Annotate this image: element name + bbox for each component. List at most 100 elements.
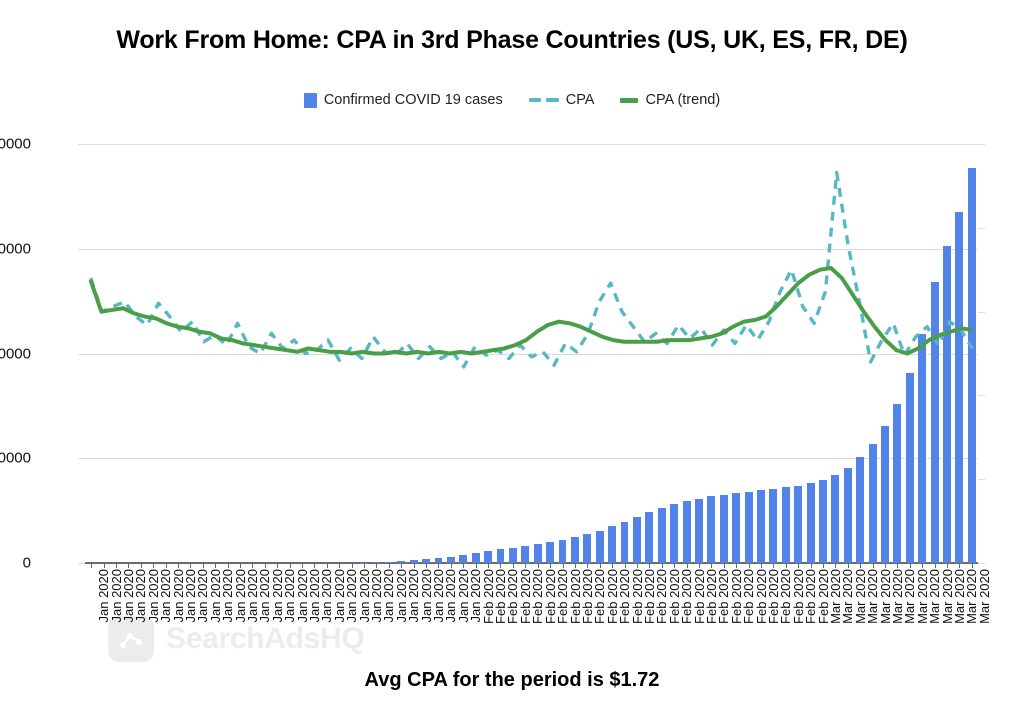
- x-axis-line: [85, 562, 978, 564]
- bar[interactable]: [422, 559, 431, 563]
- bar[interactable]: [856, 457, 865, 563]
- x-tick-mark: [897, 563, 899, 568]
- bar[interactable]: [645, 512, 654, 563]
- x-tick-mark: [612, 563, 614, 568]
- y-tick-mark: [78, 353, 85, 355]
- bar[interactable]: [372, 562, 381, 563]
- legend-item-cpa[interactable]: CPA: [528, 92, 594, 108]
- bar[interactable]: [682, 501, 691, 563]
- x-tick-mark: [760, 563, 762, 568]
- bar[interactable]: [881, 425, 889, 563]
- bar[interactable]: [893, 403, 902, 563]
- bar[interactable]: [570, 537, 579, 563]
- bar[interactable]: [384, 561, 393, 563]
- bar[interactable]: [546, 542, 555, 563]
- bar[interactable]: [843, 467, 852, 563]
- bar[interactable]: [694, 498, 703, 563]
- y-tick-mark: [78, 563, 85, 564]
- y2-tick-mark: [978, 479, 985, 481]
- y-axis-tick-label-left: 300000: [0, 240, 31, 258]
- bar[interactable]: [533, 543, 542, 563]
- bar[interactable]: [769, 488, 778, 563]
- bar[interactable]: [732, 493, 741, 563]
- bar[interactable]: [943, 245, 951, 563]
- x-tick-mark: [153, 563, 155, 568]
- x-tick-mark: [934, 563, 936, 568]
- x-tick-mark: [562, 563, 564, 568]
- bar[interactable]: [967, 168, 976, 563]
- bar[interactable]: [781, 487, 790, 563]
- x-tick-mark: [550, 563, 552, 568]
- bar[interactable]: [620, 521, 629, 563]
- footer-note: Avg CPA for the period is $1.72: [364, 669, 660, 691]
- x-tick-mark: [227, 563, 229, 568]
- bar[interactable]: [930, 282, 939, 563]
- legend-label: Confirmed COVID 19 cases: [323, 92, 503, 108]
- bar[interactable]: [670, 504, 679, 563]
- x-tick-mark: [202, 563, 204, 568]
- x-tick-mark: [698, 563, 700, 568]
- chart-legend: Confirmed COVID 19 cases CPA CPA (trend): [0, 92, 1024, 108]
- y2-tick-mark: [978, 227, 985, 229]
- x-tick-mark: [922, 563, 924, 568]
- page-title: Work From Home: CPA in 3rd Phase Countri…: [116, 26, 908, 54]
- bar[interactable]: [471, 552, 480, 563]
- bar[interactable]: [397, 561, 406, 563]
- bar[interactable]: [434, 557, 443, 563]
- bar[interactable]: [918, 333, 927, 563]
- bar[interactable]: [558, 539, 567, 563]
- y2-tick-mark: [978, 395, 985, 397]
- x-tick-mark: [525, 563, 527, 568]
- legend-item-cpa-trend[interactable]: CPA (trend): [620, 92, 720, 108]
- x-tick-mark: [426, 563, 428, 568]
- x-tick-mark: [946, 563, 948, 568]
- x-tick-mark: [822, 563, 824, 568]
- bar[interactable]: [806, 483, 815, 563]
- bar[interactable]: [409, 560, 418, 563]
- bar[interactable]: [632, 516, 641, 563]
- bar[interactable]: [508, 547, 517, 563]
- x-tick-mark: [339, 563, 341, 568]
- x-tick-mark: [351, 563, 353, 568]
- x-tick-mark: [835, 563, 837, 568]
- x-tick-mark: [326, 563, 328, 568]
- bar[interactable]: [595, 530, 604, 563]
- bar[interactable]: [459, 554, 468, 563]
- x-tick-mark: [116, 563, 117, 568]
- bar[interactable]: [707, 496, 716, 563]
- y-tick-mark: [78, 144, 85, 145]
- bar[interactable]: [583, 534, 592, 563]
- x-tick-mark: [500, 563, 502, 568]
- bar[interactable]: [831, 475, 840, 563]
- x-tick-mark: [847, 563, 849, 568]
- x-tick-mark: [240, 563, 242, 568]
- bar[interactable]: [719, 494, 728, 563]
- bar[interactable]: [521, 545, 530, 563]
- bar[interactable]: [446, 556, 455, 563]
- y-tick-mark: [78, 248, 85, 250]
- x-tick-mark: [909, 563, 911, 568]
- x-tick-mark: [364, 563, 366, 568]
- bar[interactable]: [496, 549, 505, 563]
- bar[interactable]: [905, 373, 914, 563]
- x-tick-mark: [599, 563, 601, 568]
- bar[interactable]: [744, 491, 753, 563]
- bar[interactable]: [955, 212, 964, 563]
- x-tick-mark: [302, 563, 304, 568]
- bar[interactable]: [756, 490, 765, 563]
- x-tick-mark: [128, 563, 130, 568]
- x-tick-mark: [450, 563, 452, 568]
- x-tick-mark: [264, 563, 266, 568]
- x-tick-mark: [388, 563, 390, 568]
- bar[interactable]: [818, 480, 827, 563]
- y-axis-tick-label-left: 200000: [0, 345, 31, 362]
- bar[interactable]: [868, 443, 877, 563]
- y2-tick-mark: [978, 563, 985, 564]
- x-tick-mark: [624, 563, 626, 568]
- bar[interactable]: [657, 508, 666, 563]
- legend-item-confirmed-cases[interactable]: Confirmed COVID 19 cases: [303, 92, 503, 108]
- x-tick-mark: [488, 563, 490, 568]
- bar[interactable]: [608, 526, 617, 563]
- bar[interactable]: [794, 485, 803, 563]
- bar[interactable]: [484, 550, 493, 563]
